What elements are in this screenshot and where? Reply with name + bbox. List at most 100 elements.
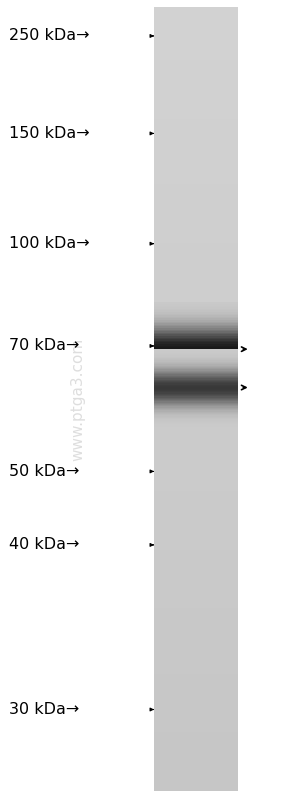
Bar (154, 347, 238, 354)
Bar (154, 248, 238, 256)
Bar (154, 118, 238, 125)
Bar (154, 374, 238, 376)
Bar (154, 396, 238, 397)
Bar (154, 575, 238, 582)
Bar (154, 394, 238, 396)
Bar (154, 59, 238, 67)
Bar (154, 451, 238, 458)
Bar (154, 640, 238, 647)
Bar (154, 309, 238, 312)
Bar (154, 614, 238, 622)
Bar (154, 380, 238, 383)
Bar (154, 371, 238, 373)
Bar (154, 438, 238, 445)
Bar (154, 419, 238, 420)
Bar (154, 262, 238, 269)
Bar (154, 7, 238, 14)
Bar (154, 764, 238, 772)
Bar (154, 320, 238, 323)
Bar (154, 350, 238, 352)
Bar (154, 627, 238, 634)
Bar (154, 477, 238, 484)
Bar (154, 46, 238, 54)
Bar (154, 306, 238, 308)
Bar (154, 384, 238, 386)
Bar (154, 706, 238, 713)
Bar (154, 392, 238, 394)
Bar (154, 34, 238, 41)
Bar (154, 770, 238, 778)
Bar (154, 383, 238, 384)
Bar (154, 384, 238, 386)
Bar (154, 331, 238, 332)
Bar (154, 352, 238, 354)
Bar (154, 395, 238, 397)
Bar (154, 777, 238, 785)
Bar (154, 400, 238, 401)
Bar (154, 364, 238, 365)
Bar (154, 385, 238, 388)
Bar (154, 360, 238, 362)
Bar (154, 381, 238, 384)
Bar (154, 431, 238, 439)
Bar (154, 79, 238, 86)
Text: 100 kDa→: 100 kDa→ (9, 237, 89, 251)
Bar (154, 304, 238, 307)
Bar (154, 362, 238, 364)
Bar (154, 601, 238, 608)
Bar (154, 358, 238, 360)
Bar (154, 53, 238, 60)
Bar (154, 322, 238, 324)
Bar (154, 386, 238, 393)
Bar (154, 784, 238, 791)
Bar (154, 725, 238, 732)
Bar (154, 536, 238, 543)
Bar (154, 396, 238, 399)
Bar (154, 361, 238, 363)
Bar (154, 255, 238, 262)
Bar (154, 415, 238, 417)
Bar (154, 412, 238, 414)
Bar (154, 203, 238, 210)
Bar (154, 319, 238, 321)
Bar (154, 368, 238, 369)
Bar (154, 320, 238, 328)
Bar (154, 349, 238, 352)
Bar (154, 329, 238, 331)
Bar (154, 483, 238, 491)
Bar (154, 364, 238, 367)
Bar (154, 363, 238, 364)
Bar (154, 369, 238, 371)
Bar (154, 496, 238, 504)
Bar (154, 392, 238, 400)
Bar (154, 375, 238, 377)
Bar (154, 131, 238, 138)
Text: 50 kDa→: 50 kDa→ (9, 464, 79, 479)
Bar (154, 334, 238, 336)
Bar (154, 242, 238, 249)
Bar (154, 308, 238, 315)
Bar (154, 314, 238, 316)
Bar (154, 660, 238, 667)
Bar (154, 353, 238, 360)
Bar (154, 151, 238, 158)
Bar (154, 40, 238, 47)
Bar (154, 300, 238, 308)
Bar (154, 398, 238, 400)
Bar (154, 543, 238, 550)
Bar (154, 471, 238, 478)
Bar (154, 582, 238, 589)
Bar (154, 368, 238, 371)
Bar (154, 666, 238, 674)
Bar (154, 390, 238, 392)
Bar (154, 425, 238, 427)
Bar (154, 392, 238, 394)
Bar (154, 372, 238, 374)
Bar (154, 732, 238, 739)
Bar (154, 444, 238, 451)
Bar (154, 229, 238, 237)
Bar (154, 423, 238, 426)
Bar (154, 326, 238, 328)
Bar (154, 353, 238, 356)
Bar (154, 634, 238, 641)
